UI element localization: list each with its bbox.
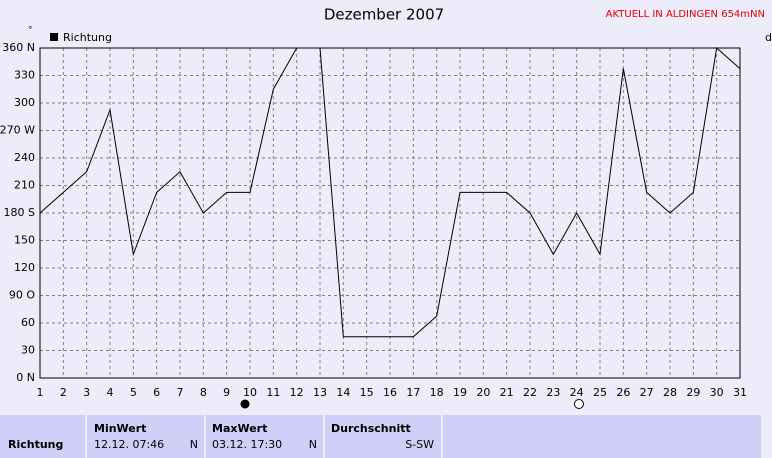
x-tick-label: 2	[60, 386, 67, 399]
x-tick-label: 29	[686, 386, 700, 399]
x-tick-label: 25	[593, 386, 607, 399]
y-tick-label: 300	[14, 96, 35, 109]
col-header: MaxWert	[212, 422, 267, 435]
y-tick-label: 120	[14, 261, 35, 274]
x-tick-label: 23	[546, 386, 560, 399]
x-tick-label: 21	[500, 386, 514, 399]
cell-date: 03.12. 17:30	[212, 438, 282, 451]
y-tick-label: 360 N	[2, 41, 35, 54]
cell-date: 12.12. 07:46	[94, 438, 164, 451]
x-tick-label: 17	[406, 386, 420, 399]
x-tick-label: 1	[37, 386, 44, 399]
x-tick-label: 14	[336, 386, 350, 399]
y-tick-label: 90 O	[9, 289, 35, 302]
legend-label: Richtung	[63, 31, 112, 44]
x-tick-label: 3	[83, 386, 90, 399]
x-tick-label: 24	[570, 386, 584, 399]
moon-full	[240, 399, 250, 409]
x-tick-label: 31	[733, 386, 747, 399]
x-tick-label: 10	[243, 386, 257, 399]
x-tick-label: 5	[130, 386, 137, 399]
cell-value: S-SW	[405, 438, 434, 451]
y-tick-label: 60	[21, 316, 35, 329]
moon-new	[574, 399, 584, 409]
cell-value: N	[309, 438, 317, 451]
y-tick-label: 270 W	[0, 124, 35, 137]
row-label: Richtung	[8, 438, 63, 451]
x-tick-label: 20	[476, 386, 490, 399]
x-tick-label: 19	[453, 386, 467, 399]
y-tick-label: 0 N	[16, 371, 35, 384]
x-tick-label: 30	[710, 386, 724, 399]
x-tick-label: 22	[523, 386, 537, 399]
x-tick-label: 27	[640, 386, 654, 399]
series-line	[39, 47, 741, 338]
x-tick-label: 26	[616, 386, 630, 399]
cell	[0, 415, 85, 458]
x-tick-label: 6	[153, 386, 160, 399]
x-tick-label: 28	[663, 386, 677, 399]
cell	[443, 415, 761, 458]
y-tick-label: 210	[14, 179, 35, 192]
x-tick-label: 13	[313, 386, 327, 399]
x-tick-label: 15	[360, 386, 374, 399]
summary-table: Richtung MinWert 12.12. 07:46 N MaxWert …	[0, 415, 761, 458]
y-tick-label: 240	[14, 151, 35, 164]
x-tick-label: 16	[383, 386, 397, 399]
x-tick-label: 18	[430, 386, 444, 399]
y-tick-label: 150	[14, 234, 35, 247]
x-tick-label: 9	[223, 386, 230, 399]
cell	[325, 415, 441, 458]
y-axis-label: °	[28, 26, 33, 36]
station-label: AKTUELL IN ALDINGEN 654mNN	[606, 9, 765, 20]
x-tick-label: 8	[200, 386, 207, 399]
cell	[87, 415, 204, 458]
legend-swatch	[50, 33, 58, 41]
x-tick-label: 7	[177, 386, 184, 399]
y-tick-label: 30	[21, 344, 35, 357]
col-header: Durchschnitt	[331, 422, 411, 435]
chart-title: Dezember 2007	[324, 6, 444, 24]
y-tick-label: 330	[14, 69, 35, 82]
y-tick-label: 180 S	[4, 206, 35, 219]
col-header: MinWert	[94, 422, 146, 435]
cell	[206, 415, 323, 458]
x-tick-label: 4	[107, 386, 114, 399]
cell-value: N	[190, 438, 198, 451]
x-axis-label: d	[765, 31, 772, 44]
x-tick-label: 11	[266, 386, 280, 399]
x-tick-label: 12	[290, 386, 304, 399]
